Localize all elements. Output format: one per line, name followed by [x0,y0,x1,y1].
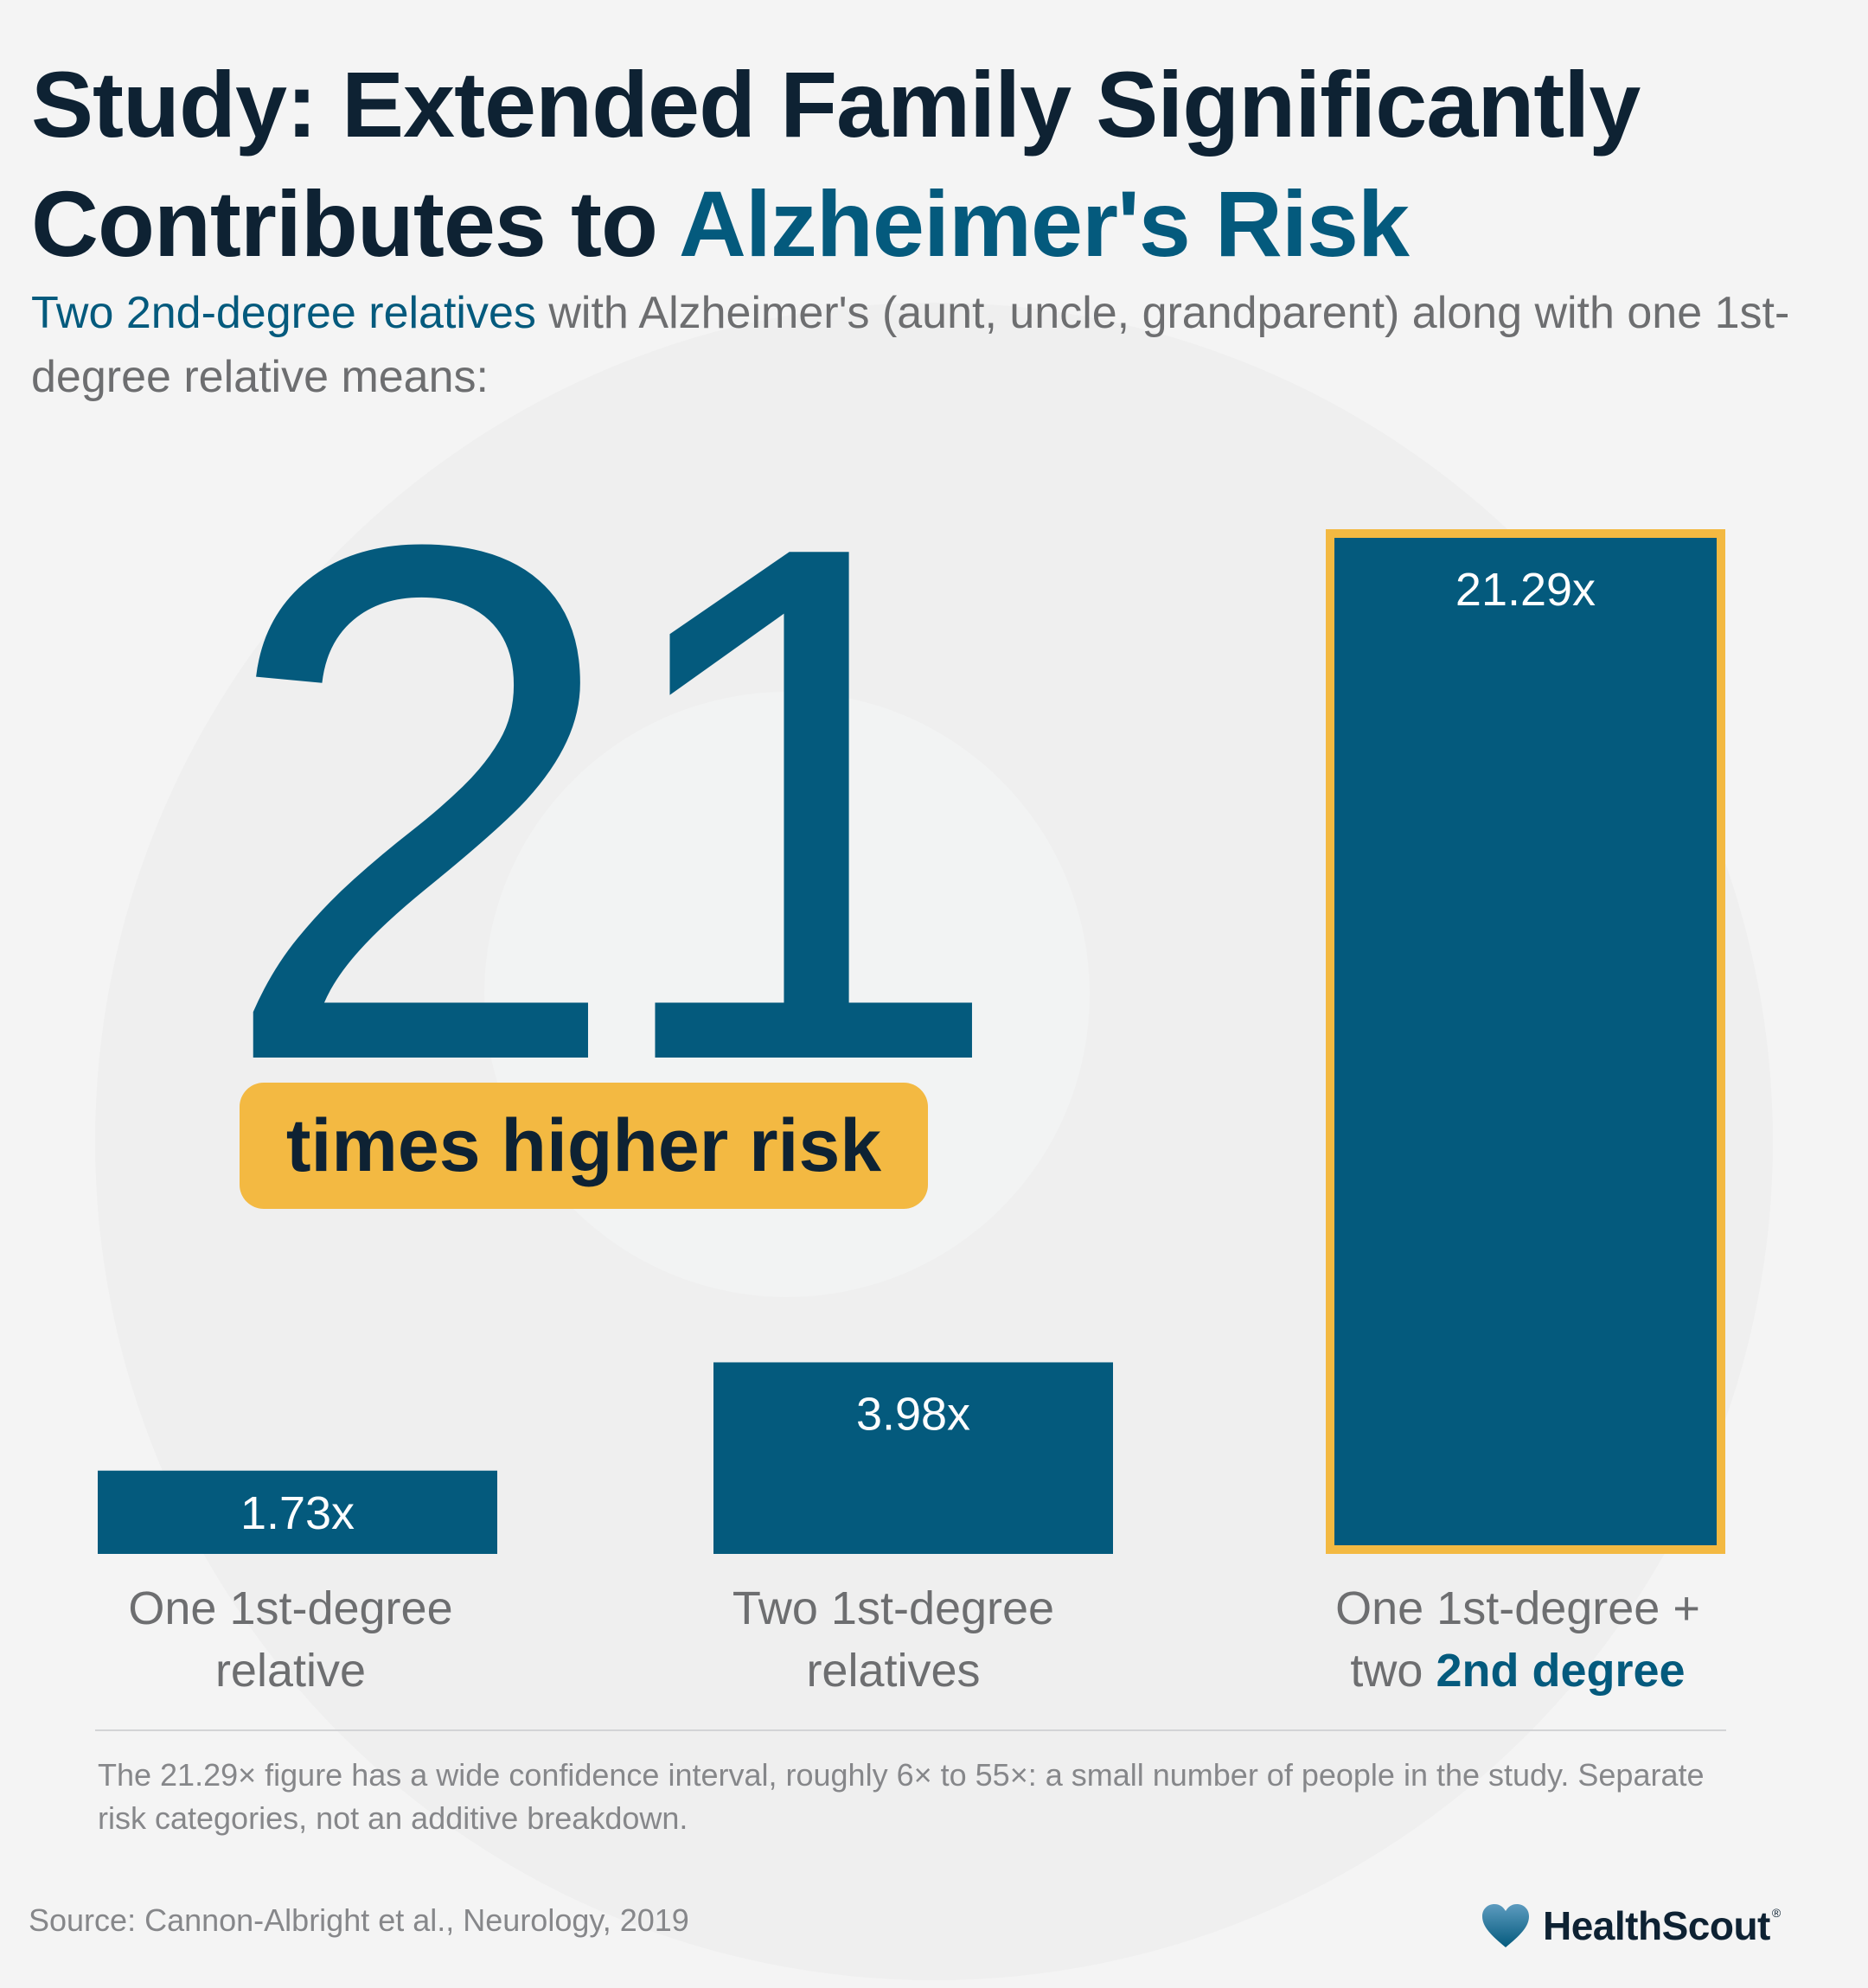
subtitle: Two 2nd-degree relatives with Alzheimer'… [31,281,1847,409]
logo-text: HealthScout [1543,1903,1770,1948]
category-label-2: Two 1st-degree relatives [686,1577,1101,1702]
bar-3-value-label: 21.29x [1455,564,1596,616]
title-part-1: Study: Extended Family Significantly Con… [31,52,1641,276]
category-label-2-line-1: Two 1st-degree [732,1582,1055,1634]
heart-icon [1482,1904,1529,1947]
title-highlight: Alzheimer's Risk [678,171,1410,276]
category-label-3-line-1: One 1st-degree + [1335,1582,1700,1634]
category-label-1: One 1st-degree relative [83,1577,498,1702]
big-number-callout: 21 [216,393,1008,1214]
bar-1 [98,1470,497,1554]
bar-2-value-label: 3.98x [856,1388,970,1440]
subtitle-highlight: Two 2nd-degree relatives [31,288,536,338]
bar-3 [1326,529,1725,1554]
bar-1-value-label: 1.73x [240,1487,355,1539]
footnote: The 21.29× figure has a wide confidence … [98,1757,1705,1836]
logo-registered-mark: ® [1771,1906,1782,1920]
category-label-1-line-2: relative [214,1645,367,1697]
bar-2 [713,1362,1113,1554]
category-label-3-line-2-plain: two [1350,1645,1436,1697]
divider [95,1729,1726,1731]
subtitle-rest: with Alzheimer's (aunt, uncle, grandpare… [31,288,1790,402]
category-label-3-line-2: two 2nd degree [1289,1640,1747,1702]
healthscout-logo: HealthScout ® [1481,1895,1781,1956]
category-label-1-line-1: One 1st-degree [128,1582,453,1634]
page-title: Study: Extended Family Significantly Con… [31,45,1847,284]
category-label-2-line-2: relatives [806,1645,981,1697]
category-label-3-line-2-highlight: 2nd degree [1436,1645,1686,1697]
source-citation: Source: Cannon-Albright et al., Neurolog… [29,1902,689,1938]
times-higher-risk-pill: times higher risk [240,1083,928,1209]
category-label-3: One 1st-degree + two 2nd degree [1289,1577,1747,1702]
